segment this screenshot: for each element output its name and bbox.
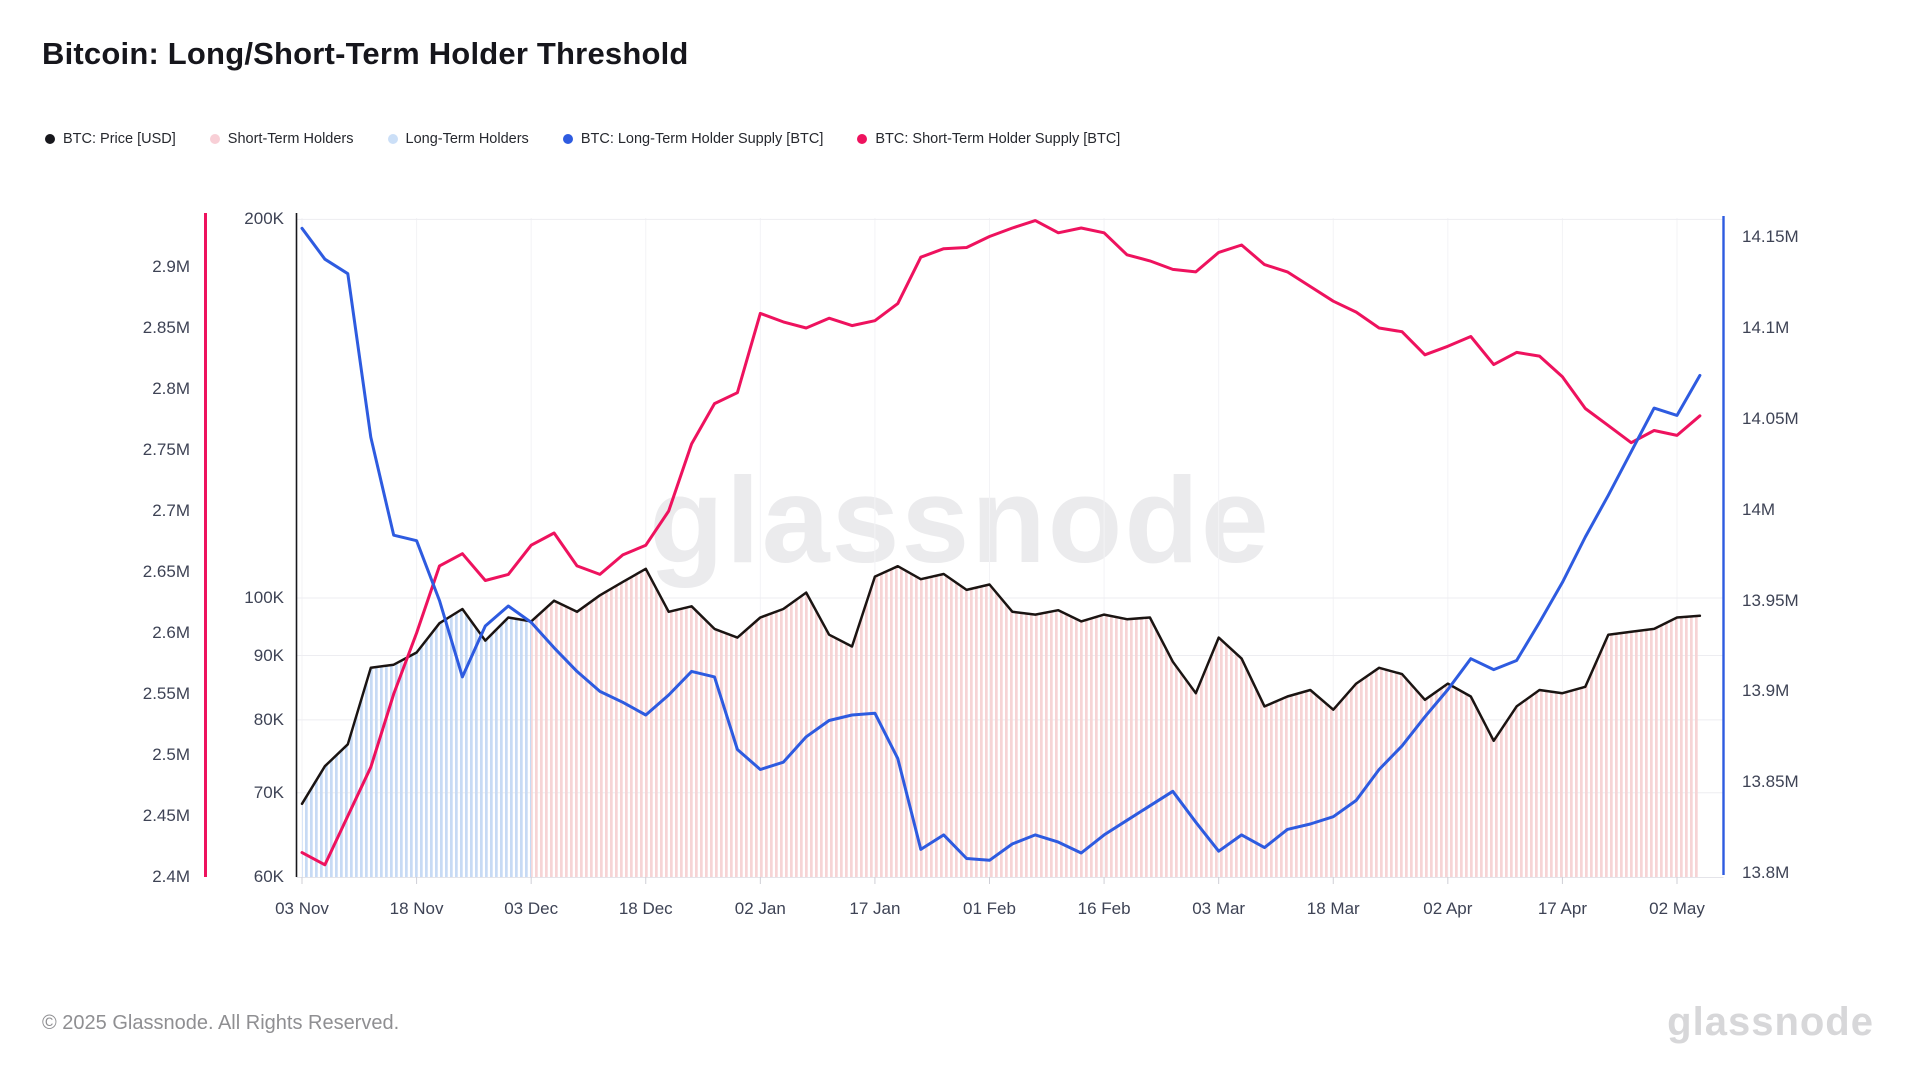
x-axis-label: 02 Apr xyxy=(1423,899,1473,918)
y-axis-label-lth: 13.9M xyxy=(1742,681,1790,701)
copyright-text: © 2025 Glassnode. All Rights Reserved. xyxy=(42,1012,400,1034)
y-axis-label-price: 60K xyxy=(253,867,284,886)
y-axis-label-sth: 2.5M xyxy=(152,745,190,764)
legend-item-btc-price[interactable]: BTC: Price [USD] xyxy=(45,131,176,147)
y-axis-label-sth: 2.4M xyxy=(152,867,190,886)
x-axis-label: 17 Apr xyxy=(1537,899,1587,918)
y-axis-label-sth: 2.45M xyxy=(142,806,190,825)
legend-label: Short-Term Holders xyxy=(227,131,354,147)
x-axis-label: 01 Feb xyxy=(963,899,1016,918)
y-axis-label-price: 70K xyxy=(253,782,284,802)
legend-label: BTC: Short-Term Holder Supply [BTC] xyxy=(875,131,1121,147)
x-axis-label: 03 Nov xyxy=(275,899,329,918)
legend-label: BTC: Price [USD] xyxy=(63,131,176,147)
glassnode-logo: glassnode xyxy=(1667,1000,1874,1044)
x-axis-label: 02 May xyxy=(1649,899,1705,918)
long-term-holders-band xyxy=(302,609,532,877)
legend-dot-icon xyxy=(209,134,220,144)
legend-dot-icon xyxy=(562,134,573,144)
legend-item-short-term-holders[interactable]: Short-Term Holders xyxy=(209,131,354,147)
y-axis-label-sth: 2.65M xyxy=(142,562,190,581)
legend-item-lth-supply[interactable]: BTC: Long-Term Holder Supply [BTC] xyxy=(562,131,824,147)
y-axis-label-lth: 14.15M xyxy=(1742,227,1799,247)
y-axis-label-lth: 14.1M xyxy=(1742,318,1790,338)
legend-dot-icon xyxy=(387,134,398,144)
legend-dot-icon xyxy=(857,134,868,144)
chart-legend: BTC: Price [USD] Short-Term Holders Long… xyxy=(45,131,1120,147)
y-axis-label-price: 80K xyxy=(253,709,284,729)
y-axis-label-price: 200K xyxy=(244,209,284,229)
x-axis-label: 18 Nov xyxy=(389,899,444,918)
sth-supply-line[interactable] xyxy=(300,219,1702,867)
x-axis-label: 18 Dec xyxy=(618,899,673,918)
legend-item-sth-supply[interactable]: BTC: Short-Term Holder Supply [BTC] xyxy=(857,131,1120,147)
chart-plot-area[interactable]: glassnode 2.9M 2.85M 2.8M 2.75M 2.7M 2.65M 2.6… xyxy=(0,0,1920,960)
legend-item-long-term-holders[interactable]: Long-Term Holders xyxy=(387,131,529,147)
legend-dot-icon xyxy=(45,134,55,144)
y-axis-label-sth: 2.75M xyxy=(142,440,190,459)
y-axis-label-sth: 2.6M xyxy=(152,623,190,642)
page-title: Bitcoin: Long/Short-Term Holder Threshol… xyxy=(42,36,689,71)
x-axis-label: 18 Mar xyxy=(1306,899,1360,918)
y-axis-label-lth: 13.95M xyxy=(1742,590,1799,610)
chart-canvas[interactable] xyxy=(0,0,1920,960)
y-axis-label-lth: 13.8M xyxy=(1742,863,1790,882)
legend-label: Long-Term Holders xyxy=(405,131,529,147)
y-axis-label-sth: 2.85M xyxy=(142,318,190,337)
short-term-holders-band xyxy=(531,566,1700,877)
y-axis-label-lth: 13.85M xyxy=(1742,772,1799,792)
x-axis-label: 16 Feb xyxy=(1077,899,1131,918)
x-axis-label: 03 Dec xyxy=(504,899,559,918)
y-axis-label-sth: 2.55M xyxy=(142,684,190,703)
x-axis-label: 02 Jan xyxy=(734,899,786,918)
y-axis-label-lth: 14.05M xyxy=(1742,409,1799,428)
btc-price-line[interactable] xyxy=(300,564,1702,806)
y-axis-label-price: 90K xyxy=(253,645,284,665)
y-axis-label-price: 100K xyxy=(244,588,284,607)
y-axis-label-sth: 2.7M xyxy=(152,501,190,520)
x-axis-label: 03 Mar xyxy=(1192,899,1246,918)
legend-label: BTC: Long-Term Holder Supply [BTC] xyxy=(580,131,824,147)
y-axis-label-lth: 14M xyxy=(1742,499,1776,519)
lth-supply-line[interactable] xyxy=(300,226,1702,862)
y-axis-label-sth: 2.9M xyxy=(152,257,190,276)
x-axis-label: 17 Jan xyxy=(849,899,901,918)
y-axis-label-sth: 2.8M xyxy=(152,379,190,398)
